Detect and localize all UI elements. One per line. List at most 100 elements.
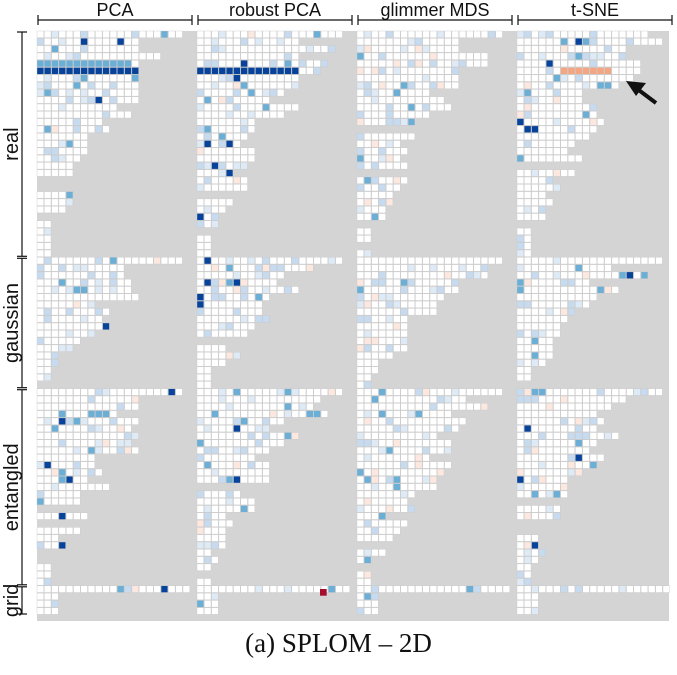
- matrix-cell: [560, 585, 568, 593]
- matrix-cell: [371, 74, 379, 82]
- matrix-cell: [233, 132, 241, 141]
- matrix-cell: [538, 432, 546, 440]
- matrix-cell: [65, 293, 74, 301]
- matrix-cell: [400, 585, 408, 593]
- matrix-cell: [124, 395, 132, 403]
- matrix-cell: [73, 300, 81, 309]
- matrix-cell: [437, 446, 445, 455]
- matrix-cell: [356, 490, 364, 498]
- matrix-cell: [218, 184, 226, 192]
- matrix-cell: [51, 125, 59, 133]
- matrix-cell: [567, 132, 575, 141]
- matrix-cell: [153, 585, 161, 593]
- matrix-cell: [582, 388, 590, 396]
- matrix-cell: [44, 578, 52, 586]
- matrix-cell: [102, 81, 110, 89]
- matrix-cell: [531, 45, 539, 53]
- matrix-cell: [225, 322, 234, 330]
- matrix-cell: [597, 264, 605, 272]
- matrix-cell: [233, 52, 241, 60]
- matrix-cell: [196, 388, 204, 396]
- matrix-cell: [655, 388, 663, 396]
- matrix-cell: [451, 67, 459, 75]
- matrix-cell: [277, 60, 285, 68]
- matrix-cell: [575, 279, 583, 287]
- matrix-cell: [378, 417, 386, 425]
- matrix-cell: [393, 257, 401, 265]
- matrix-cell: [516, 81, 524, 89]
- matrix-cell: [531, 359, 539, 367]
- matrix-cell: [240, 468, 248, 476]
- matrix-cell: [44, 446, 52, 455]
- matrix-cell: [80, 315, 88, 323]
- matrix-cell: [58, 132, 66, 141]
- matrix-cell: [196, 403, 204, 411]
- matrix-cell: [131, 96, 139, 104]
- matrix-cell: [407, 38, 416, 46]
- matrix-cell: [364, 176, 372, 184]
- matrix-cell: [196, 45, 204, 53]
- matrix-cell: [102, 74, 110, 82]
- matrix-cell: [480, 60, 489, 68]
- matrix-cell: [160, 388, 169, 396]
- matrix-cell: [320, 45, 329, 53]
- matrix-cell: [117, 388, 125, 396]
- matrix-cell: [516, 373, 524, 382]
- matrix-cell: [371, 205, 379, 214]
- matrix-cell: [36, 125, 44, 133]
- matrix-cell: [335, 257, 343, 265]
- matrix-cell: [437, 257, 445, 265]
- matrix-cell: [247, 257, 256, 265]
- matrix-cell: [233, 118, 241, 126]
- matrix-cell: [233, 293, 241, 301]
- matrix-cell: [225, 308, 234, 316]
- matrix-cell: [364, 344, 372, 352]
- matrix-cell: [124, 432, 132, 440]
- matrix-cell: [538, 476, 546, 484]
- matrix-cell: [546, 512, 554, 520]
- matrix-cell: [196, 140, 204, 148]
- matrix-cell: [196, 132, 204, 141]
- matrix-cell: [36, 527, 44, 535]
- matrix-cell: [36, 585, 44, 593]
- matrix-cell: [546, 147, 554, 155]
- matrix-cell: [597, 454, 605, 462]
- matrix-cell: [407, 505, 416, 513]
- matrix-cell: [102, 446, 110, 455]
- matrix-cell: [546, 322, 554, 330]
- matrix-cell: [386, 330, 394, 338]
- matrix-cell: [538, 337, 546, 345]
- matrix-cell: [262, 30, 270, 38]
- matrix-cell: [51, 359, 59, 367]
- matrix-cell: [582, 403, 590, 411]
- matrix-cell: [131, 446, 139, 455]
- matrix-cell: [538, 60, 546, 68]
- matrix-cell: [80, 111, 88, 119]
- row-label-grid: grid: [1, 584, 23, 617]
- matrix-cell: [538, 483, 546, 491]
- matrix-cell: [538, 403, 546, 411]
- matrix-cell: [378, 454, 386, 462]
- matrix-cell: [196, 125, 204, 133]
- matrix-cell: [516, 242, 524, 250]
- matrix-cell: [36, 534, 44, 542]
- matrix-cell: [422, 483, 430, 491]
- matrix-cell: [378, 118, 386, 126]
- matrix-cell: [204, 417, 212, 425]
- matrix-cell: [65, 81, 74, 89]
- matrix-cell: [386, 519, 394, 527]
- matrix-cell: [451, 264, 459, 272]
- matrix-cell: [218, 205, 226, 214]
- matrix-cell: [429, 585, 437, 593]
- matrix-cell: [247, 498, 256, 506]
- matrix-cell: [546, 308, 554, 316]
- matrix-cell: [255, 286, 263, 294]
- matrix-cell: [58, 395, 66, 403]
- matrix-cell: [73, 322, 81, 330]
- matrix-cell: [619, 585, 627, 593]
- matrix-cell: [546, 439, 554, 447]
- matrix-cell: [95, 279, 103, 287]
- matrix-cell: [524, 227, 532, 236]
- matrix-cell: [233, 498, 241, 506]
- matrix-cell: [218, 111, 226, 119]
